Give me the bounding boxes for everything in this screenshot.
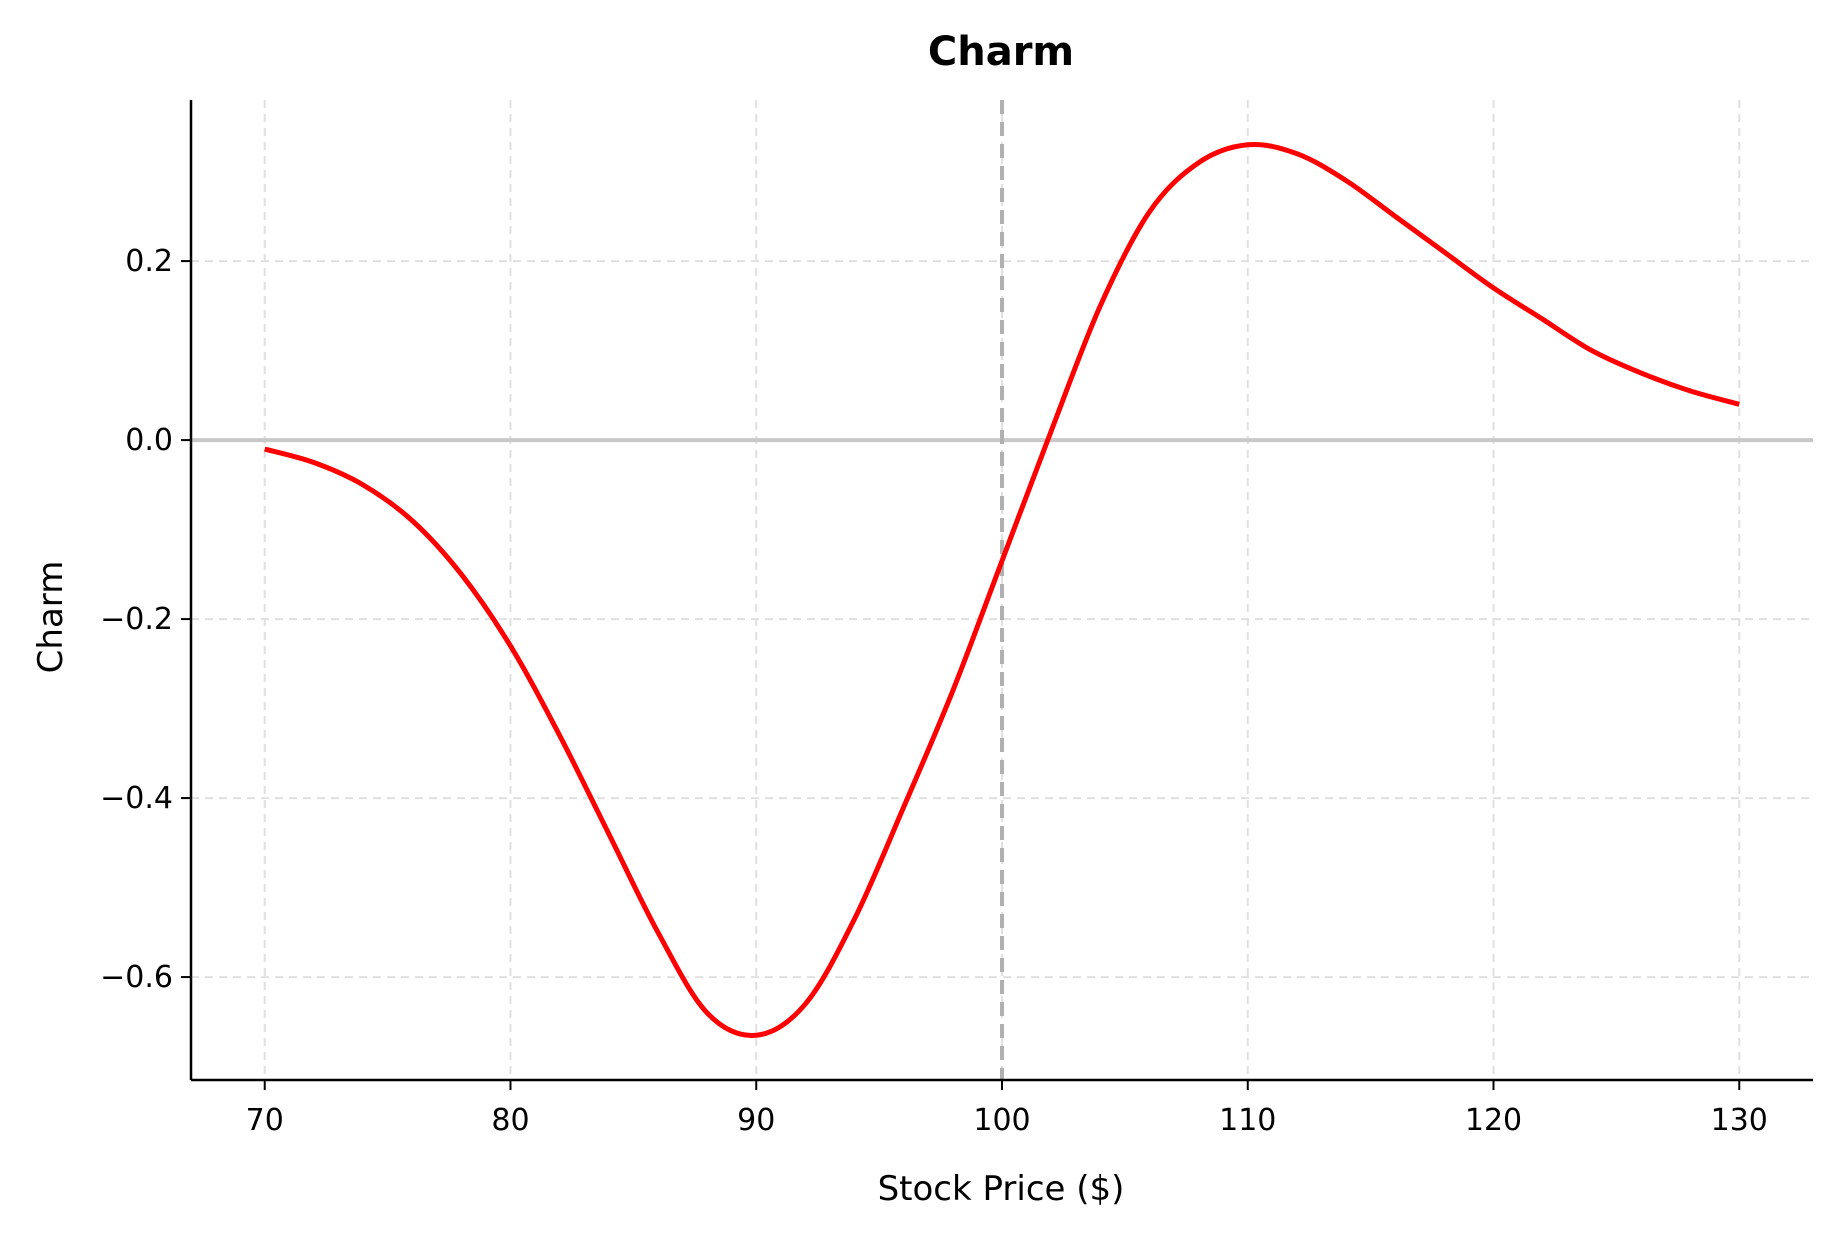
x-tick-label: 130 — [1711, 1103, 1768, 1138]
y-tick-label: −0.4 — [100, 781, 173, 816]
y-tick-label: 0.0 — [125, 423, 173, 458]
y-tick-label: 0.2 — [125, 244, 173, 279]
series-line-charm — [264, 141, 1740, 1038]
x-tick-label: 90 — [737, 1103, 775, 1138]
series-group — [264, 141, 1740, 1038]
x-tick-label: 70 — [246, 1103, 284, 1138]
y-tick-label: −0.6 — [100, 960, 173, 995]
x-tick-label: 110 — [1219, 1103, 1276, 1138]
reference-lines — [191, 100, 1813, 1080]
x-tick-label: 120 — [1465, 1103, 1522, 1138]
chart-title: Charm — [928, 29, 1074, 75]
x-axis-label: Stock Price ($) — [878, 1169, 1125, 1209]
y-axis-label: Charm — [31, 561, 71, 674]
y-tick-label: −0.2 — [100, 602, 173, 637]
x-tick-label: 100 — [973, 1103, 1030, 1138]
ticks: 70 80 90 100 110 120 130 −0.6 −0.4 −0.2 0.0 0.2 — [100, 244, 1768, 1138]
x-tick-label: 80 — [491, 1103, 529, 1138]
